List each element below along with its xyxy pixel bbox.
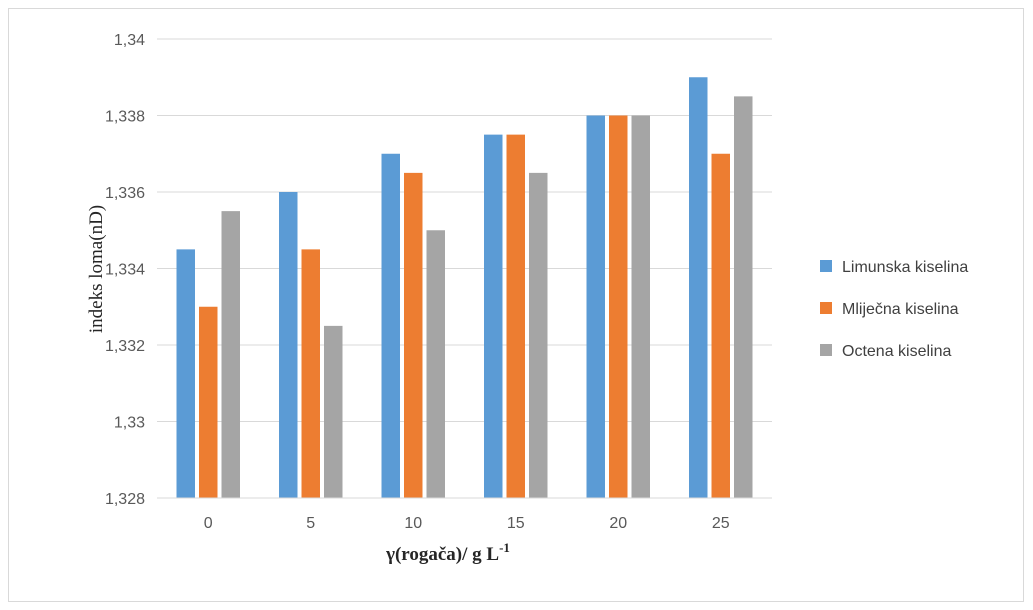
x-tick-label: 20 xyxy=(609,515,627,532)
legend-swatch xyxy=(820,260,832,272)
x-tick-label: 0 xyxy=(204,515,213,532)
bar xyxy=(381,153,400,498)
gridlines xyxy=(157,38,772,422)
bar xyxy=(506,134,525,498)
x-tick-label: 5 xyxy=(306,515,315,532)
x-axis-tick-labels: 0 5 10 15 20 25 xyxy=(204,515,730,532)
y-tick-label: 1,334 xyxy=(105,262,145,279)
legend-swatch xyxy=(820,302,832,314)
x-tick-label: 25 xyxy=(712,515,730,532)
bar xyxy=(529,172,548,498)
bar xyxy=(711,153,730,498)
bar xyxy=(404,172,423,498)
bar xyxy=(176,249,195,498)
legend-label: Limunska kiselina xyxy=(842,259,968,276)
bar xyxy=(426,230,445,498)
bars xyxy=(176,77,753,498)
y-tick-label: 1,33 xyxy=(114,415,145,432)
bar xyxy=(484,134,503,498)
bar xyxy=(689,77,708,498)
legend-label: Octena kiselina xyxy=(842,343,951,360)
bar xyxy=(734,96,753,498)
bar xyxy=(586,115,605,498)
legend-swatch xyxy=(820,344,832,356)
legend-label: Mliječna kiselina xyxy=(842,301,959,318)
bar xyxy=(324,325,343,498)
x-axis-title: γ(rogača)/ g L-1 xyxy=(385,540,510,565)
y-axis-tick-labels: 1,328 1,33 1,332 1,334 1,336 1,338 1,34 xyxy=(105,32,145,508)
y-tick-label: 1,336 xyxy=(105,185,145,202)
x-tick-label: 15 xyxy=(507,515,525,532)
bar xyxy=(279,192,298,498)
y-tick-label: 1,328 xyxy=(105,491,145,508)
y-tick-label: 1,34 xyxy=(114,32,145,49)
bar xyxy=(609,115,628,498)
bar xyxy=(221,211,240,498)
x-axis-title-main: γ(rogača)/ g L xyxy=(385,544,499,565)
bar xyxy=(301,249,320,498)
legend: Limunska kiselina Mliječna kiselina Octena… xyxy=(820,259,968,360)
bar xyxy=(199,306,218,498)
y-axis-title: indeks loma(nD) xyxy=(86,205,107,333)
x-axis-title-superscript: -1 xyxy=(499,540,510,555)
y-tick-label: 1,332 xyxy=(105,338,145,355)
y-tick-label: 1,338 xyxy=(105,109,145,126)
bar xyxy=(631,115,650,498)
x-tick-label: 10 xyxy=(404,515,422,532)
